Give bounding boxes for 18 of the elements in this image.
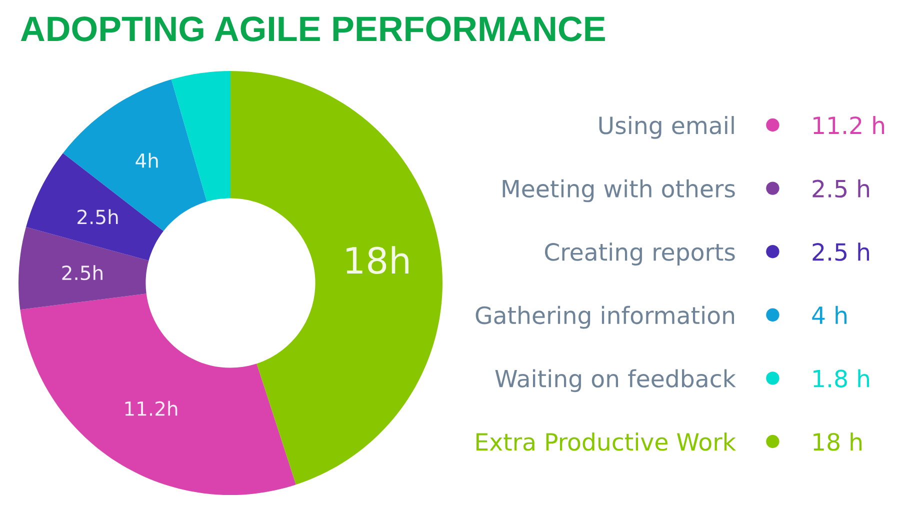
text: 1.8 h (814, 369, 870, 388)
data-label: 18h (346, 246, 408, 274)
data-label: 4h (136, 152, 158, 168)
legend-label: Creating reports (544, 242, 735, 266)
legend-label: Extra Productive Work (476, 432, 736, 451)
data-label: 2.5h (78, 209, 118, 224)
data-label: 2.5h (62, 265, 102, 280)
legend-label: Waiting on feedback (495, 369, 736, 392)
legend-label: Meeting with others (502, 179, 735, 202)
text: 2.5 h (812, 179, 870, 198)
data-label: 11.2h (125, 400, 178, 416)
text: 2.5 h (812, 242, 870, 261)
legend-label: Using email (599, 116, 734, 139)
legend-label: Gathering information (476, 306, 734, 329)
chart-title: ADOPTING AGILE PERFORMANCE (20, 16, 605, 42)
text: 18 h (814, 432, 862, 451)
text: 11.2 h (814, 116, 884, 134)
text: 4 h (812, 306, 846, 324)
